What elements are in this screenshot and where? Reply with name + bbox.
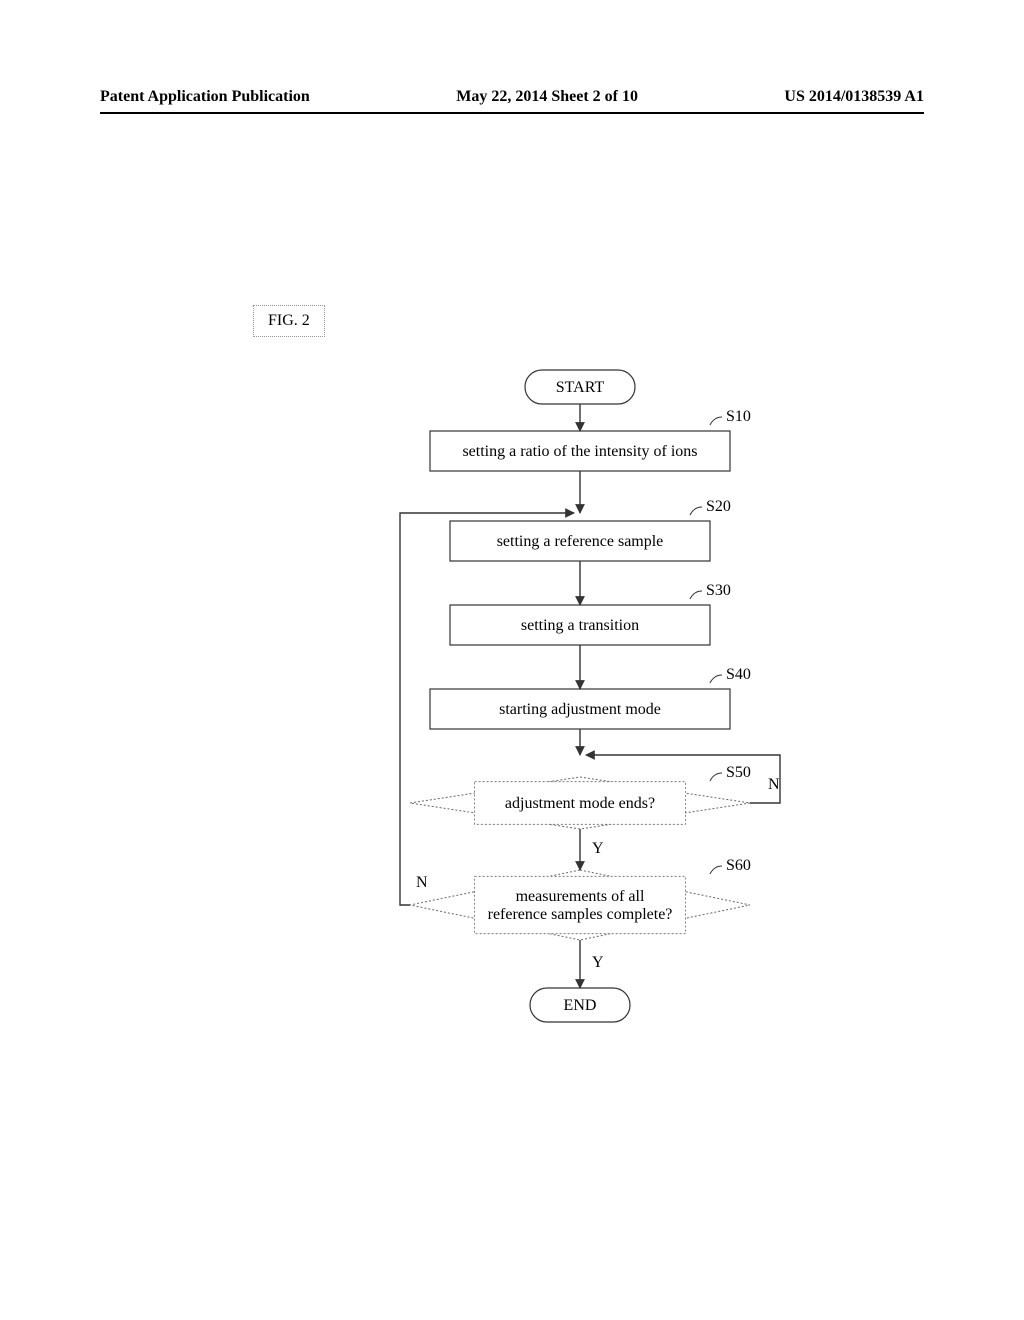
header-rule xyxy=(100,112,924,114)
figure-label: FIG. 2 xyxy=(253,305,325,337)
step-label-S60: S60 xyxy=(726,857,751,874)
process-S30-label: setting a transition xyxy=(521,617,639,634)
decision-S60-line0: measurements of all xyxy=(516,888,645,905)
step-label-S10: S10 xyxy=(726,408,751,425)
decision-S50-line0: adjustment mode ends? xyxy=(505,795,655,812)
step-label-S40: S40 xyxy=(726,666,751,683)
flowchart: START END setting a ratio of the intensity… xyxy=(380,365,840,1045)
yn-S60-N: N xyxy=(416,874,428,891)
decision-S60-line1: reference samples complete? xyxy=(488,906,673,923)
yn-S50-N: N xyxy=(768,776,780,793)
process-S20-label: setting a reference sample xyxy=(497,533,664,550)
header-center: May 22, 2014 Sheet 2 of 10 xyxy=(456,88,638,106)
step-label-S50: S50 xyxy=(726,764,751,781)
process-S10-label: setting a ratio of the intensity of ions xyxy=(462,443,697,460)
page-header: Patent Application Publication May 22, 2… xyxy=(0,88,1024,106)
yn-S50-Y: Y xyxy=(592,840,604,857)
start-terminal-label: START xyxy=(556,379,605,396)
process-S40-label: starting adjustment mode xyxy=(499,701,661,718)
end-terminal-label: END xyxy=(564,997,597,1014)
step-label-S30: S30 xyxy=(706,582,731,599)
header-left: Patent Application Publication xyxy=(100,88,310,106)
yn-S60-Y: Y xyxy=(592,954,604,971)
step-label-S20: S20 xyxy=(706,498,731,515)
header-right: US 2014/0138539 A1 xyxy=(784,88,924,106)
